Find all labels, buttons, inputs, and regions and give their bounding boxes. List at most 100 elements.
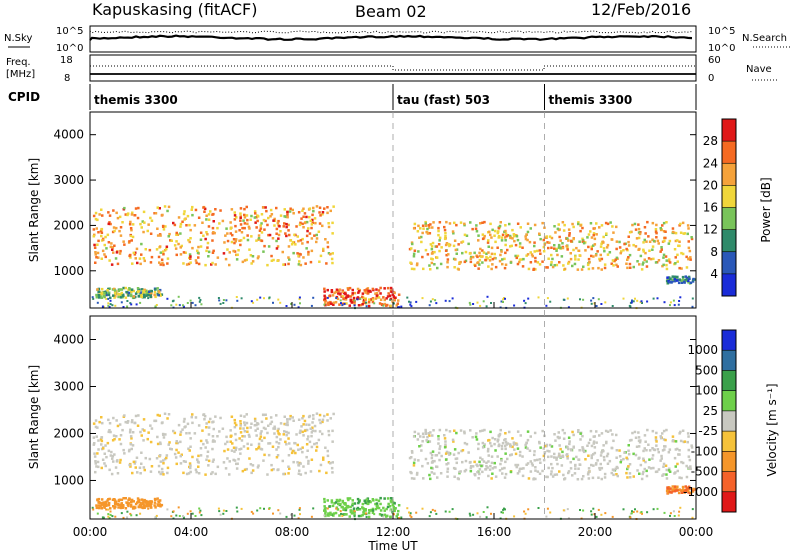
power-cell — [670, 281, 673, 284]
velocity-cell — [112, 434, 116, 437]
cpid-segment-label: themis 3300 — [549, 93, 633, 107]
power-cell — [577, 249, 581, 252]
velocity-cell — [649, 467, 653, 470]
velocity-cell — [240, 439, 244, 442]
power-cell — [109, 222, 112, 226]
power-cell — [397, 306, 399, 309]
colorbar-tick-label: 8 — [710, 245, 718, 259]
velocity-cell — [131, 431, 135, 434]
velocity-cell — [209, 417, 212, 421]
velocity-cell — [582, 509, 585, 512]
velocity-cell — [413, 430, 417, 434]
velocity-cell — [224, 442, 227, 446]
velocity-cell — [612, 439, 615, 443]
power-cell — [446, 265, 449, 269]
power-cell — [310, 304, 313, 307]
velocity-cell — [555, 473, 559, 476]
velocity-cell — [420, 449, 423, 452]
velocity-cell — [245, 413, 248, 416]
velocity-cell — [329, 417, 332, 420]
velocity-cell — [482, 511, 485, 513]
velocity-cell — [297, 418, 301, 421]
velocity-cell — [476, 471, 479, 474]
velocity-cell — [665, 473, 668, 476]
velocity-cell — [389, 515, 392, 518]
power-cell — [162, 228, 166, 231]
velocity-cell — [592, 464, 595, 467]
power-cell — [133, 214, 136, 217]
colorbar-tick-label: -25 — [698, 424, 718, 438]
velocity-cell — [571, 430, 574, 434]
power-cell — [279, 230, 282, 233]
velocity-cell — [285, 433, 288, 437]
velocity-cell — [353, 502, 357, 505]
velocity-cell — [135, 456, 139, 459]
velocity-cell — [579, 509, 581, 511]
velocity-cell — [97, 497, 101, 501]
velocity-cell — [673, 456, 677, 460]
power-cell — [113, 244, 116, 247]
velocity-cell — [487, 454, 490, 457]
power-cell — [415, 300, 418, 303]
power-cell — [221, 219, 225, 223]
power-cell — [465, 234, 469, 237]
velocity-cell — [446, 470, 449, 473]
power-cell — [118, 288, 122, 291]
velocity-cell — [327, 433, 331, 437]
velocity-cell — [92, 422, 96, 425]
velocity-cell — [527, 477, 531, 480]
velocity-cell — [631, 431, 634, 435]
power-cell — [104, 235, 107, 239]
velocity-cell — [490, 477, 493, 480]
velocity-cell — [270, 463, 273, 467]
power-cell — [656, 239, 660, 243]
power-cell — [501, 233, 505, 237]
power-cell — [424, 224, 428, 227]
velocity-cell — [307, 462, 310, 465]
velocity-cell — [189, 464, 192, 467]
velocity-cell — [112, 416, 115, 420]
velocity-cell — [577, 429, 580, 432]
power-cell — [582, 241, 586, 245]
velocity-cell — [642, 470, 645, 474]
power-cell — [126, 300, 129, 302]
power-cell — [679, 231, 683, 234]
velocity-cell — [257, 442, 261, 446]
velocity-cell — [103, 462, 106, 465]
y-tick-label: 2000 — [53, 426, 84, 440]
velocity-cell — [287, 465, 290, 468]
power-cell — [319, 214, 322, 217]
power-cell — [392, 302, 395, 305]
power-cell — [158, 245, 162, 248]
power-cell — [578, 240, 581, 243]
velocity-cell — [268, 507, 271, 510]
power-cell — [526, 238, 529, 242]
velocity-cell — [485, 516, 488, 519]
power-cell — [120, 288, 124, 291]
power-cell — [420, 235, 423, 239]
velocity-cell — [478, 468, 482, 471]
velocity-cell — [469, 465, 473, 468]
velocity-cell — [170, 448, 173, 451]
velocity-cell — [371, 511, 375, 514]
velocity-cell — [160, 467, 164, 471]
power-cell — [665, 263, 668, 267]
velocity-cell — [157, 464, 161, 468]
power-cell — [487, 251, 490, 254]
velocity-cell — [469, 466, 473, 470]
power-cell — [290, 243, 294, 246]
power-cell — [262, 218, 266, 222]
power-cell — [349, 295, 352, 298]
power-cell — [335, 288, 339, 291]
velocity-cell — [190, 415, 193, 419]
power-cell — [415, 263, 419, 267]
power-cell — [93, 233, 96, 237]
power-cell — [639, 254, 643, 258]
velocity-cell — [236, 510, 239, 513]
power-cell — [556, 227, 560, 231]
power-cell — [176, 233, 180, 236]
velocity-cell — [682, 490, 686, 494]
velocity-cell — [645, 469, 648, 473]
